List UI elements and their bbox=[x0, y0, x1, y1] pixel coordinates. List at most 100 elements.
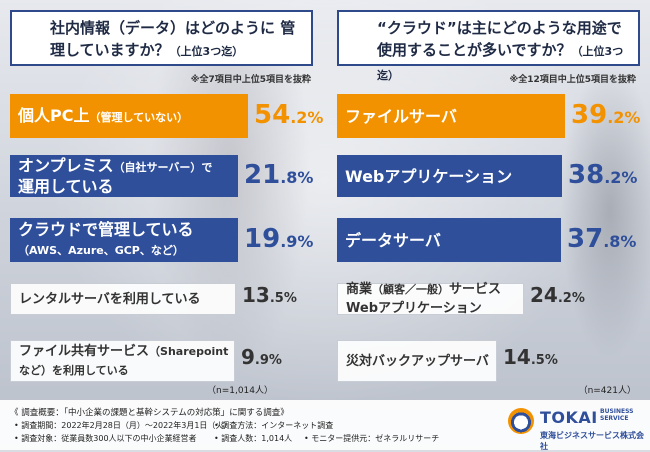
bar-label: レンタルサーバを利用している bbox=[19, 290, 200, 309]
survey-provider: • モニター提供元：ゼネラルリサーチ bbox=[304, 434, 440, 443]
bar-item: 個人PC上（管理していない） 54.2% bbox=[10, 94, 323, 138]
n-label: （n=421人） bbox=[578, 386, 636, 396]
bar-label-main: ファイル共有サービス bbox=[19, 344, 150, 359]
bar: ファイル共有サービス（Sharepointなど）を利用している bbox=[10, 340, 235, 382]
bar-label-main: オンプレミス bbox=[18, 156, 114, 175]
logo-sub-1: BUSINESS bbox=[600, 408, 634, 415]
bar: ファイルサーバ bbox=[337, 94, 565, 138]
bar-value-label: 24.2% bbox=[530, 283, 585, 307]
bar-value-label: 14.5% bbox=[503, 345, 558, 369]
bar: 個人PC上（管理していない） bbox=[10, 94, 248, 138]
survey-period: • 調査期間：2022年2月28日（月）～2022年3月1日（火） bbox=[14, 421, 232, 430]
bar-item: クラウドで管理している （AWS、Azure、GCP、など） 19.9% bbox=[10, 218, 313, 262]
value-decimal: .2% bbox=[557, 291, 585, 306]
bar: 商業（顧客／一般）サービス Webアプリケーション bbox=[337, 280, 524, 318]
bar-label-main: クラウドで管理している bbox=[18, 220, 194, 239]
value-integer: 21 bbox=[244, 160, 281, 190]
survey-footer: 《 調査概要：「中小企業の課題と基幹システムの対応策」に関する調査》 • 調査期… bbox=[0, 400, 650, 451]
bar-label: Webアプリケーション bbox=[345, 167, 512, 186]
value-decimal: .2% bbox=[290, 108, 324, 127]
value-decimal: .9% bbox=[254, 353, 282, 368]
bar-item: レンタルサーバを利用している 13.5% bbox=[10, 283, 311, 315]
survey-title: 《 調査概要：「中小企業の課題と基幹システムの対応策」に関する調査》 bbox=[10, 408, 289, 418]
note: ※全7項目中上位5項目を抜粋 bbox=[190, 75, 311, 85]
bar-item: ファイル共有サービス（Sharepointなど）を利用している 9.9% bbox=[10, 340, 310, 382]
bar-item: 商業（顧客／一般）サービス Webアプリケーション 24.2% bbox=[337, 280, 599, 318]
value-integer: 13 bbox=[242, 283, 270, 307]
bar: オンプレミス（自社サーバー）で運用している bbox=[10, 155, 238, 197]
bar-label-main: 商業 bbox=[346, 282, 373, 297]
value-decimal: .8% bbox=[603, 232, 637, 251]
bar-label-main: データサーバ bbox=[345, 230, 441, 250]
value-decimal: .2% bbox=[604, 168, 638, 187]
bar-value-label: 19.9% bbox=[244, 224, 313, 254]
value-decimal: .2% bbox=[607, 108, 641, 127]
bar-label: 商業（顧客／一般）サービス Webアプリケーション bbox=[346, 280, 501, 318]
value-integer: 39 bbox=[571, 100, 608, 130]
bar-label-paren: （Sharepointなど）を利用している bbox=[19, 345, 229, 377]
logo-sub-2: SERVICE bbox=[600, 415, 629, 422]
bar-label-line2: 運用している bbox=[18, 177, 114, 196]
bar-item: 災対バックアップサーバ 14.5% bbox=[337, 340, 572, 382]
bar-label: ファイルサーバ bbox=[345, 107, 457, 126]
value-decimal: .5% bbox=[530, 353, 558, 368]
bar-label-main: Webアプリケーション bbox=[345, 166, 513, 186]
bar: レンタルサーバを利用している bbox=[10, 283, 236, 315]
logo-sub: BUSINESS SERVICE bbox=[600, 408, 634, 422]
bar-label: 個人PC上（管理していない） bbox=[18, 106, 188, 127]
bar-label-main: レンタルサーバを利用している bbox=[19, 291, 201, 307]
bar-label-main: 災対バックアップサーバ bbox=[346, 353, 489, 369]
bar-label-paren: （顧客／一般） bbox=[372, 283, 450, 296]
bar-label: ファイル共有サービス（Sharepointなど）を利用している bbox=[19, 342, 234, 380]
note: ※全12項目中上位5項目を抜粋 bbox=[509, 75, 636, 85]
survey-method: • 調査方法：インターネット調査 bbox=[214, 421, 334, 430]
bar: クラウドで管理している （AWS、Azure、GCP、など） bbox=[10, 218, 238, 262]
left-panel: 社内情報（データ）はどのように 管理していますか？（上位3つ迄） ※全7項目中上… bbox=[0, 0, 325, 400]
bar-label: クラウドで管理している （AWS、Azure、GCP、など） bbox=[18, 220, 194, 260]
bar-item: オンプレミス（自社サーバー）で運用している 21.8% bbox=[10, 155, 313, 197]
bar-value-label: 9.9% bbox=[241, 345, 282, 369]
bar-item: Webアプリケーション 38.2% bbox=[337, 155, 637, 197]
company-name: 東海ビジネスサービス株式会社 bbox=[540, 431, 644, 451]
bar: Webアプリケーション bbox=[337, 155, 562, 197]
bar: データサーバ bbox=[337, 218, 561, 262]
question-box: 社内情報（データ）はどのように 管理していますか？（上位3つ迄） bbox=[10, 10, 313, 66]
bar-label-paren: （AWS、Azure、GCP、など） bbox=[18, 244, 184, 257]
bar-label-after: サービス bbox=[449, 282, 502, 297]
bar-label: データサーバ bbox=[345, 231, 441, 250]
survey-target: • 調査対象：従業員数300人以下の中小企業経営者 bbox=[14, 434, 197, 443]
question-text: 社内情報（データ）はどのように 管理していますか？ bbox=[50, 19, 296, 59]
question-box: “クラウド”は主にどのような用途で 使用することが多いですか？（上位3つ迄） bbox=[337, 10, 640, 82]
bar-value-label: 21.8% bbox=[244, 160, 313, 190]
question-sub: （上位3つ迄） bbox=[169, 45, 244, 58]
bar-label-line2: Webアプリケーション bbox=[346, 301, 482, 316]
bar-label-paren: （管理していない） bbox=[89, 110, 189, 124]
value-integer: 24 bbox=[530, 283, 558, 307]
value-decimal: .8% bbox=[280, 168, 314, 187]
bar-value-label: 39.2% bbox=[571, 100, 640, 130]
question-text: “クラウド”は主にどのような用途で 使用することが多いですか？ bbox=[377, 19, 622, 59]
logo-text: TOKAI bbox=[540, 408, 598, 427]
value-integer: 38 bbox=[568, 160, 605, 190]
value-integer: 54 bbox=[254, 100, 291, 130]
bar-label-main: 個人PC上 bbox=[18, 105, 90, 125]
bar-value-label: 37.8% bbox=[567, 224, 636, 254]
survey-count: • 調査人数：1,014人 bbox=[214, 434, 293, 443]
bar-label: 災対バックアップサーバ bbox=[346, 352, 489, 371]
value-integer: 9 bbox=[241, 345, 255, 369]
bar-label-main: ファイルサーバ bbox=[345, 106, 457, 126]
bar-item: データサーバ 37.8% bbox=[337, 218, 636, 262]
bar-value-label: 54.2% bbox=[254, 100, 323, 130]
value-decimal: .9% bbox=[280, 232, 314, 251]
value-integer: 37 bbox=[567, 224, 604, 254]
bar-label: オンプレミス（自社サーバー）で運用している bbox=[18, 156, 212, 196]
bar: 災対バックアップサーバ bbox=[337, 340, 497, 382]
bar-value-label: 38.2% bbox=[568, 160, 637, 190]
bar-value-label: 13.5% bbox=[242, 283, 297, 307]
bar-item: ファイルサーバ 39.2% bbox=[337, 94, 640, 138]
n-label: （n=1,014人） bbox=[206, 386, 273, 396]
right-panel: “クラウド”は主にどのような用途で 使用することが多いですか？（上位3つ迄） ※… bbox=[325, 0, 650, 400]
bar-label-paren: （自社サーバー）で bbox=[113, 161, 213, 174]
value-integer: 19 bbox=[244, 224, 281, 254]
question-sub: （上位3つ迄） bbox=[377, 45, 624, 82]
